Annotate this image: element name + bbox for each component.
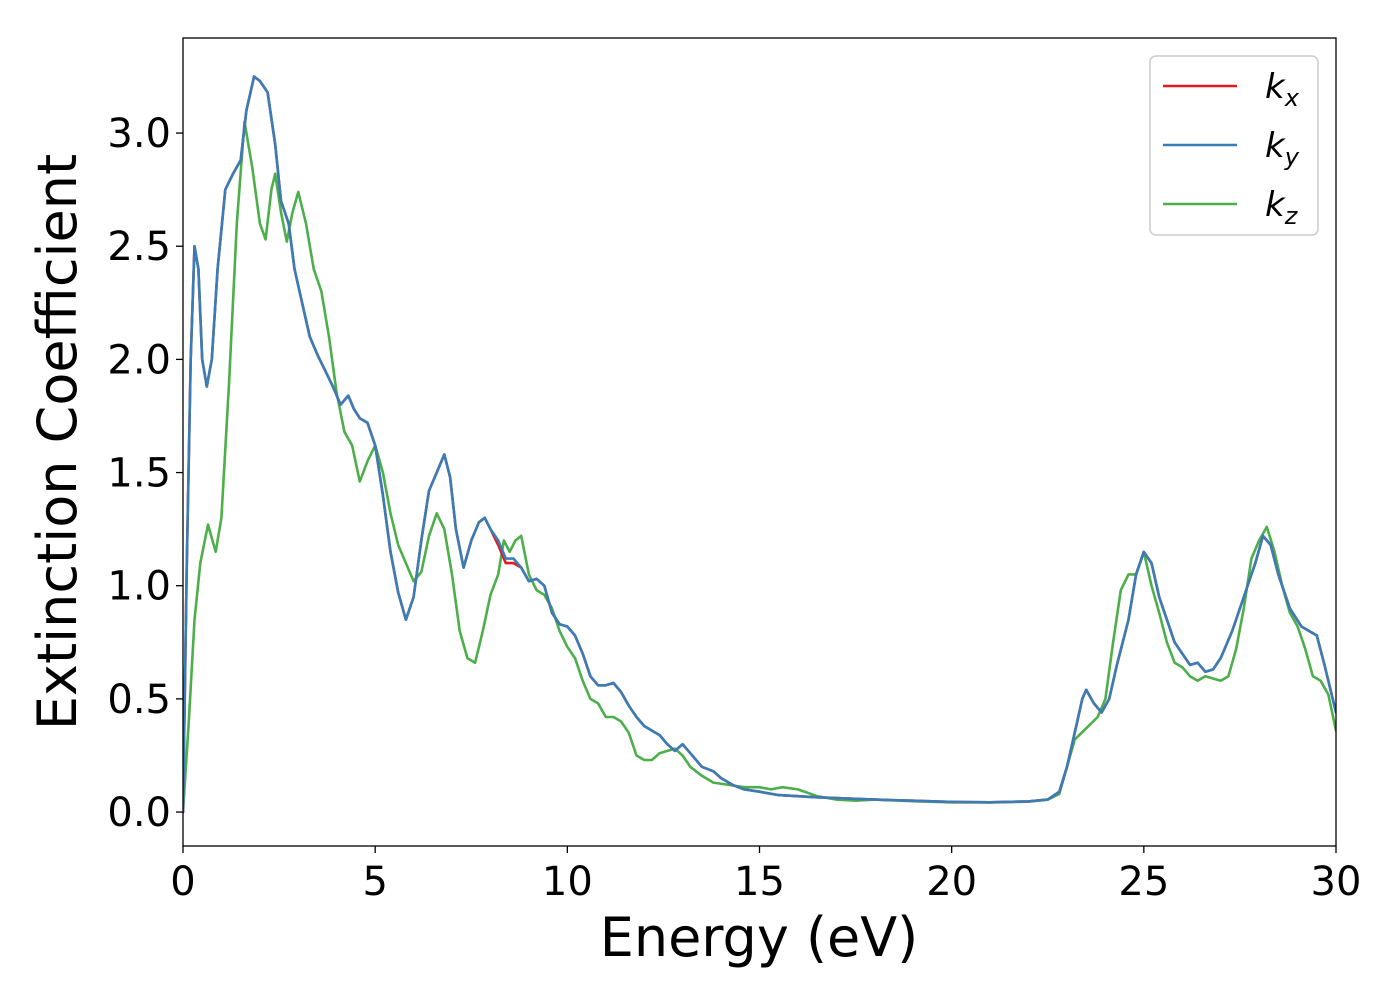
y-tick-label: 0.0 bbox=[107, 790, 171, 836]
x-tick-label: 15 bbox=[734, 859, 785, 905]
legend-label-subscript: z bbox=[1284, 202, 1299, 230]
legend-label-subscript: y bbox=[1284, 143, 1300, 171]
x-tick-label: 30 bbox=[1311, 859, 1362, 905]
x-tick-label: 0 bbox=[170, 859, 195, 905]
y-tick-label: 2.0 bbox=[107, 337, 171, 383]
y-tick-label: 1.5 bbox=[107, 451, 171, 497]
legend-label-kz: kz bbox=[1265, 185, 1299, 230]
y-axis: 0.0 0.5 1.0 1.5 2.0 2.5 3.0 bbox=[107, 111, 183, 836]
legend-label-base: k bbox=[1265, 185, 1286, 225]
y-tick-label: 3.0 bbox=[107, 111, 171, 157]
legend-label-base: k bbox=[1265, 67, 1286, 107]
x-axis: 0 5 10 15 20 25 30 bbox=[170, 846, 1361, 905]
series-line-ky bbox=[183, 75, 1336, 814]
y-tick-label: 2.5 bbox=[107, 224, 171, 270]
series-line-kz bbox=[183, 120, 1336, 814]
x-tick-label: 5 bbox=[362, 859, 387, 905]
y-tick-label: 0.5 bbox=[107, 677, 171, 723]
x-tick-label: 20 bbox=[926, 859, 977, 905]
legend-label-ky: ky bbox=[1265, 126, 1300, 171]
legend-label-base: k bbox=[1265, 126, 1286, 166]
legend-label-subscript: x bbox=[1284, 84, 1300, 112]
y-tick-label: 1.0 bbox=[107, 564, 171, 610]
x-tick-label: 25 bbox=[1118, 859, 1169, 905]
series-layer bbox=[183, 75, 1336, 814]
x-tick-label: 10 bbox=[542, 859, 593, 905]
x-axis-title: Energy (eV) bbox=[600, 906, 919, 969]
y-axis-title: Extinction Coefficient bbox=[26, 154, 89, 730]
legend-label-kx: kx bbox=[1265, 67, 1300, 112]
